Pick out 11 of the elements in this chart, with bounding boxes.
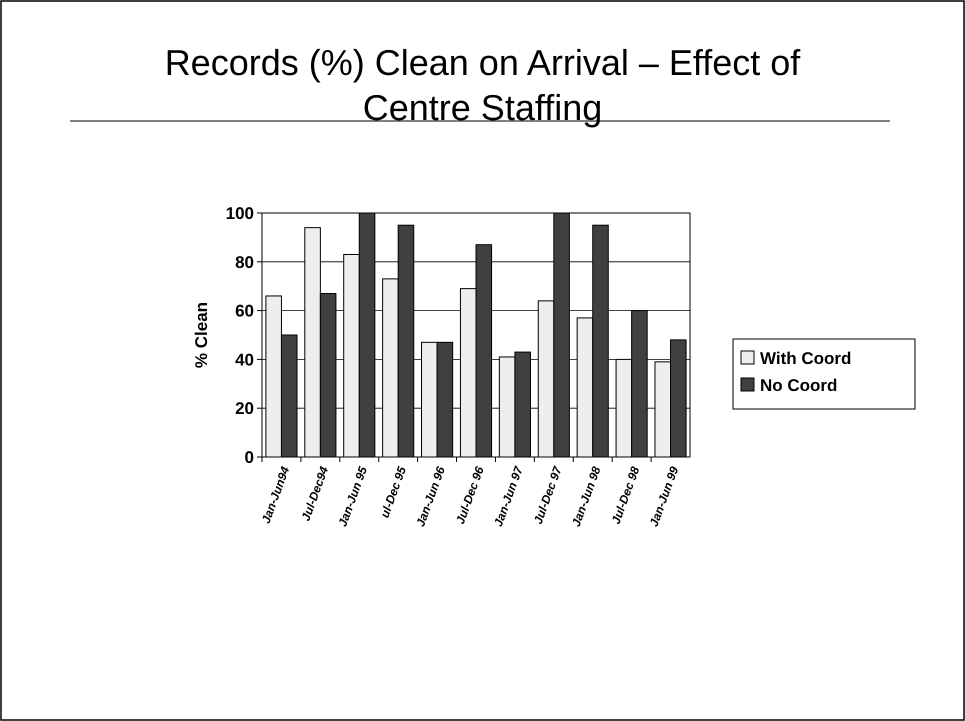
- y-tick-label: 80: [235, 252, 254, 272]
- legend-label: No Coord: [760, 376, 838, 395]
- legend-label: With Coord: [760, 348, 852, 368]
- chart-title: Records (%) Clean on Arrival – Effect of Centre Staffing: [164, 42, 802, 128]
- y-tick-label: 100: [226, 204, 254, 223]
- y-tick-label: 20: [235, 399, 254, 418]
- y-tick-label: 40: [235, 350, 254, 370]
- y-tick-label: 0: [244, 448, 254, 467]
- y-axis-title: % Clean: [192, 302, 211, 368]
- y-tick-label: 60: [235, 302, 254, 321]
- x-tick-label: ul-Dec 95: [378, 464, 410, 520]
